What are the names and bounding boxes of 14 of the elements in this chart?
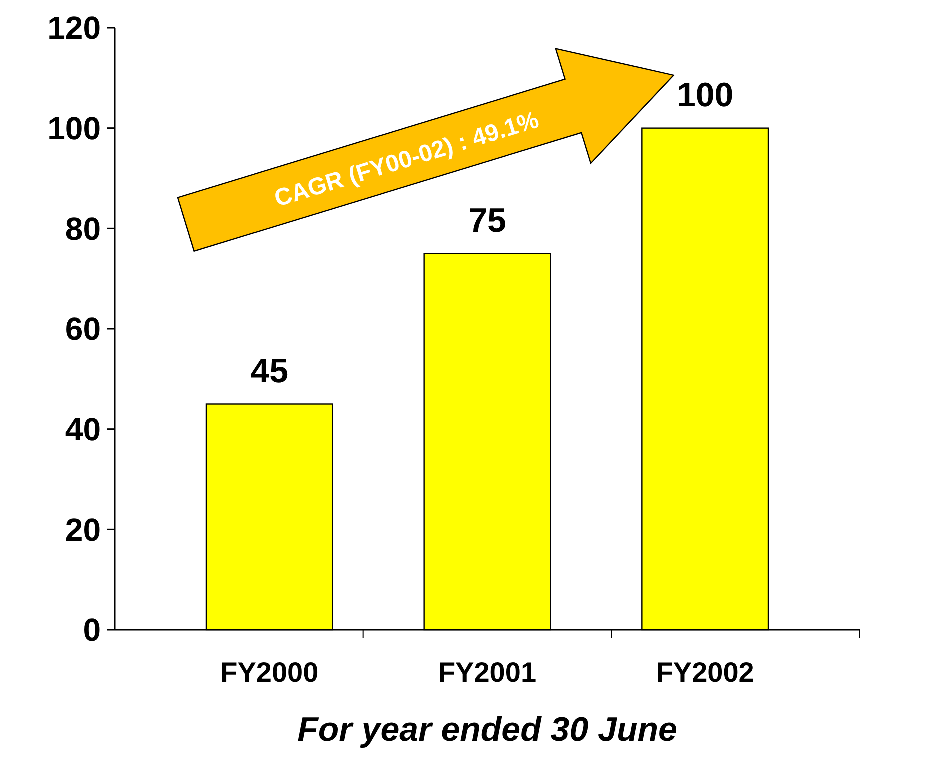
data-label: 75 bbox=[468, 202, 506, 240]
y-tick-label: 40 bbox=[65, 412, 101, 448]
y-tick-label: 20 bbox=[65, 512, 101, 548]
y-tick-label: 120 bbox=[48, 10, 101, 46]
data-label: 45 bbox=[250, 352, 289, 390]
x-tick-label: FY2000 bbox=[220, 657, 319, 688]
x-tick-label: FY2002 bbox=[656, 657, 754, 688]
y-tick-label: 80 bbox=[65, 210, 101, 247]
y-tick-label: 100 bbox=[48, 110, 101, 147]
data-label: 100 bbox=[676, 76, 734, 114]
y-tick-label: 60 bbox=[65, 311, 101, 348]
y-tick-label: 0 bbox=[83, 612, 101, 648]
x-axis-title: For year ended 30 June bbox=[298, 711, 678, 749]
x-tick-label: FY2001 bbox=[438, 657, 537, 688]
